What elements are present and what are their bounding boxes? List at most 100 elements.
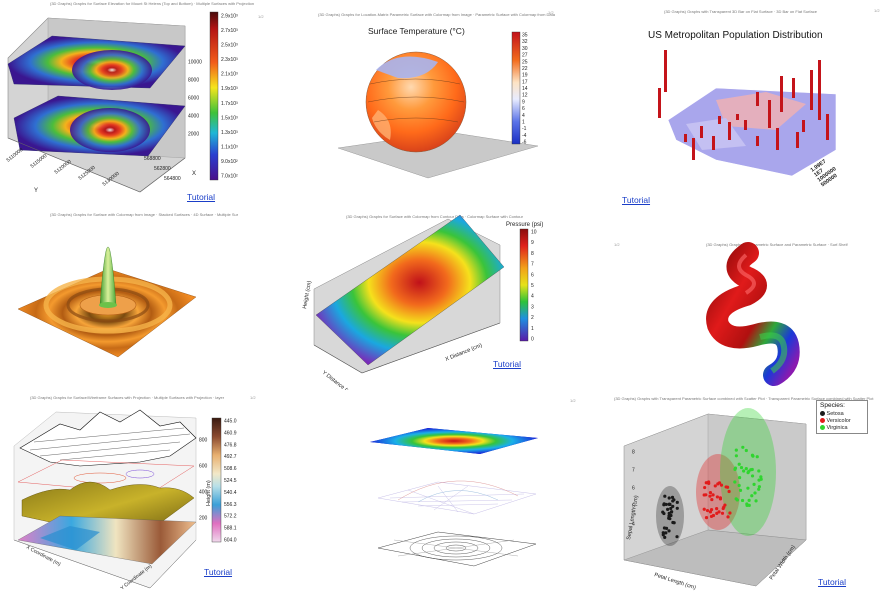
tutorial-link[interactable]: Tutorial	[622, 195, 651, 205]
scatter-point	[675, 535, 679, 539]
scatter-point	[703, 485, 707, 490]
scatter-point	[667, 511, 671, 515]
chart-title: Surface Temperature (°C)	[368, 26, 465, 36]
x-tick-label: 5110000	[6, 147, 25, 164]
scatter-point	[745, 503, 749, 508]
colorbar-tick-label: 2.1x10³	[221, 72, 238, 78]
legend-item-virginica: Virginica	[820, 425, 848, 431]
colorbar-title: Pressure (psi)	[506, 222, 544, 228]
page-number: 1/2	[548, 10, 554, 15]
scatter-point	[746, 486, 750, 490]
colorbar-tick-label: 19	[522, 73, 528, 79]
scatter-point	[742, 469, 746, 473]
scatter-point	[711, 493, 715, 497]
population-bar	[810, 70, 813, 110]
colorbar-tick-label: 524.5	[224, 478, 237, 484]
scatter-point	[710, 497, 714, 502]
scatter-point	[734, 448, 738, 452]
population-bar	[826, 114, 829, 140]
z-axis-label: Height (cm)	[302, 280, 313, 309]
colorbar-tick-label: 8	[531, 251, 534, 257]
colorbar-tick-label: 604.0	[224, 538, 237, 544]
scatter-point	[738, 476, 742, 480]
tutorial-link[interactable]: Tutorial	[493, 359, 522, 369]
page-number: 1/2	[258, 14, 264, 19]
population-bar	[658, 88, 661, 118]
colorbar-tick-label: 2.9x10³	[221, 14, 238, 20]
population-bar	[700, 126, 703, 138]
z-tick-label: 4000	[188, 114, 199, 120]
colorbar-tick-label: 2.3x10³	[221, 57, 238, 63]
scatter-point	[664, 502, 668, 507]
colorbar-tick-label: 2.5x10³	[221, 43, 238, 49]
scatter-point	[759, 475, 763, 479]
panel-iris-scatter: (3D Graphs) Graphs with Transparent Para…	[596, 390, 894, 616]
y-tick-label: 568800	[144, 156, 161, 162]
legend-label: Virginica	[826, 425, 848, 431]
scatter-point	[708, 494, 712, 498]
colorbar-tick-label: 460.9	[224, 430, 237, 436]
colorbar-tick-label: 508.6	[224, 466, 237, 472]
population-bar	[818, 60, 821, 120]
population-bar	[796, 132, 799, 148]
chart-title: US Metropolitan Population Distribution	[648, 30, 823, 41]
st-helens-plot: 2.9x10³ 2.7x10³ 2.5x10³ 2.3x10³ 2.1x10³ 1.9x1…	[6, 11, 238, 194]
z-tick-label: 8000	[188, 78, 199, 84]
colorbar-tick-label: -1	[522, 126, 527, 132]
scatter-point	[727, 489, 731, 494]
colorbar-tick-label: 7	[531, 262, 534, 268]
scatter-point	[720, 511, 725, 515]
tutorial-link[interactable]: Tutorial	[187, 192, 216, 202]
colorbar-tick-label: 7.0x10²	[221, 174, 238, 180]
colorbar-tick-label: 30	[522, 46, 528, 52]
colorbar-tick-label: 1.7x10³	[221, 101, 238, 107]
scatter-point	[661, 533, 665, 537]
scatter-point	[741, 445, 745, 449]
scatter-point	[715, 511, 719, 516]
colorbar-tick-label: 588.1	[224, 526, 237, 532]
tutorial-link[interactable]: Tutorial	[204, 567, 233, 577]
z-tick-label: 200	[199, 516, 208, 522]
scatter-point	[671, 504, 675, 508]
stacked-projection-plot	[370, 428, 538, 567]
scatter-point	[669, 506, 673, 511]
population-bar	[756, 92, 759, 106]
scatter-point	[672, 498, 676, 502]
panel-caption: (3D Graphs) Graphs for Surface Elevation…	[50, 1, 255, 6]
scatter-point	[757, 485, 761, 489]
colorbar-tick-label: 9.0x10²	[221, 159, 238, 165]
scatter-point	[705, 508, 710, 513]
colorbar-tick-label: 3	[531, 304, 534, 310]
colorbar-tick-label: 1.5x10³	[221, 115, 238, 121]
scatter-point	[670, 510, 674, 514]
colorbar-tick-label: 5	[531, 283, 534, 289]
scatter-point	[757, 487, 761, 491]
colorbar-tick-label: 4	[531, 294, 534, 300]
scatter-point	[733, 480, 737, 484]
panel-caption: (3D Graphs) Graphs for Surface with Colo…	[346, 214, 523, 219]
z-tick-label: 6000	[188, 96, 199, 102]
scatter-point	[715, 495, 719, 499]
y-axis-label: X	[192, 171, 196, 177]
page-number: 1/2	[250, 395, 256, 400]
panel-caption: (3D Graphs) Graphs for Location-Matrix P…	[318, 12, 555, 17]
panel-mount-st-helens: (3D Graphs) Graphs for Surface Elevation…	[0, 0, 298, 205]
colorbar-tick-label: -4	[522, 133, 527, 139]
scatter-point	[671, 520, 675, 525]
colorbar-tick-label: 572.2	[224, 514, 237, 520]
scatter-point	[751, 454, 755, 458]
tutorial-link[interactable]: Tutorial	[818, 577, 847, 587]
scatter-point	[750, 494, 754, 498]
scatter-point	[737, 483, 741, 488]
scatter-point	[702, 507, 706, 511]
scatter-point	[722, 505, 726, 509]
z-axis-label: Height (m)	[206, 480, 212, 506]
legend-label: 1E7	[813, 168, 824, 179]
page-number: 1/2	[614, 242, 620, 247]
population-bar	[684, 134, 687, 142]
z-tick-label: 8	[632, 450, 635, 456]
population-bar	[776, 128, 779, 150]
scatter-point	[716, 482, 720, 486]
scatter-point	[753, 491, 757, 495]
colorbar-tick-label: 0	[531, 337, 534, 343]
